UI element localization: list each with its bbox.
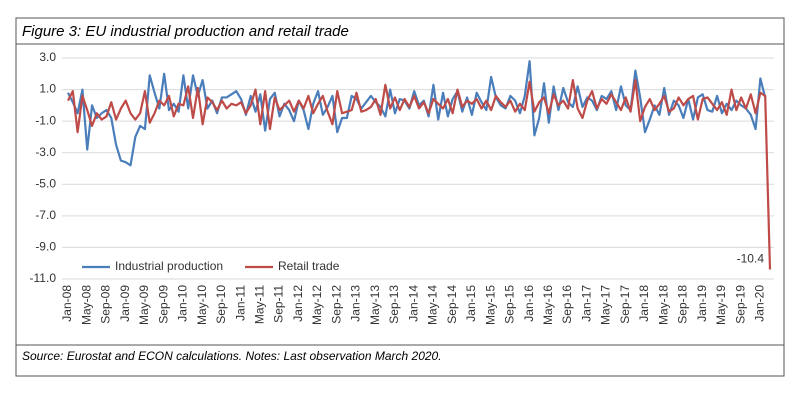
x-tick-label: May-17 bbox=[599, 285, 613, 325]
x-tick-label: May-16 bbox=[541, 285, 555, 325]
x-tick-label: May-08 bbox=[79, 285, 93, 325]
x-tick-label: May-15 bbox=[483, 285, 497, 325]
x-tick-label: Jan-09 bbox=[118, 285, 132, 322]
x-tick-label: Sep-10 bbox=[214, 285, 228, 324]
x-tick-label: Sep-14 bbox=[445, 285, 459, 324]
x-tick-label: Jan-20 bbox=[753, 285, 767, 322]
source-note: Source: Eurostat and ECON calculations. … bbox=[22, 349, 442, 363]
y-tick-label: -7.0 bbox=[35, 208, 56, 222]
x-tick-label: May-09 bbox=[137, 285, 151, 325]
x-tick-label: Sep-18 bbox=[676, 285, 690, 324]
x-tick-label: Jan-12 bbox=[291, 285, 305, 322]
x-tick-label: Sep-11 bbox=[272, 285, 286, 323]
x-tick-label: Sep-09 bbox=[156, 285, 170, 324]
x-tick-label: Jan-10 bbox=[176, 285, 190, 322]
x-tick-label: Jan-11 bbox=[233, 285, 247, 321]
y-tick-label: -3.0 bbox=[35, 145, 56, 159]
y-tick-label: -1.0 bbox=[35, 113, 56, 127]
x-tick-label: Sep-16 bbox=[560, 285, 574, 324]
x-tick-label: May-19 bbox=[714, 285, 728, 325]
x-tick-label: Jan-18 bbox=[637, 285, 651, 322]
frame bbox=[15, 17, 785, 377]
x-tick-label: Jan-14 bbox=[406, 285, 420, 322]
series-line bbox=[67, 79, 772, 270]
x-tick-label: Jan-13 bbox=[349, 285, 363, 322]
x-tick-label: Sep-17 bbox=[618, 285, 632, 324]
x-tick-label: May-10 bbox=[195, 285, 209, 325]
series-line bbox=[67, 60, 767, 167]
y-tick-label: -9.0 bbox=[35, 240, 56, 254]
x-tick-label: Sep-12 bbox=[329, 285, 343, 324]
x-tick-label: May-14 bbox=[426, 285, 440, 325]
x-tick-label: May-13 bbox=[368, 285, 382, 325]
x-tick-label: Jan-08 bbox=[60, 285, 74, 322]
x-tick-label: May-11 bbox=[253, 285, 267, 324]
y-tick-label: -5.0 bbox=[35, 176, 56, 190]
y-tick-label: 3.0 bbox=[39, 50, 56, 64]
x-tick-label: Jan-19 bbox=[695, 285, 709, 322]
chart-title: Figure 3: EU industrial production and r… bbox=[22, 23, 349, 40]
x-tick-label: May-12 bbox=[310, 285, 324, 325]
x-tick-label: Sep-15 bbox=[503, 285, 517, 324]
x-tick-label: Jan-16 bbox=[522, 285, 536, 322]
x-tick-label: Sep-19 bbox=[733, 285, 747, 324]
x-tick-label: Sep-08 bbox=[99, 285, 113, 324]
x-tick-label: Jan-15 bbox=[464, 285, 478, 322]
x-tick-label: Jan-17 bbox=[579, 285, 593, 322]
legend-label: Industrial production bbox=[115, 259, 223, 273]
y-tick-label: 1.0 bbox=[39, 82, 56, 96]
x-tick-label: May-18 bbox=[656, 285, 670, 325]
data-label: -10.4 bbox=[737, 252, 765, 266]
y-tick-label: -11.0 bbox=[30, 271, 57, 285]
x-tick-label: Sep-13 bbox=[387, 285, 401, 324]
legend-label: Retail trade bbox=[278, 259, 340, 273]
